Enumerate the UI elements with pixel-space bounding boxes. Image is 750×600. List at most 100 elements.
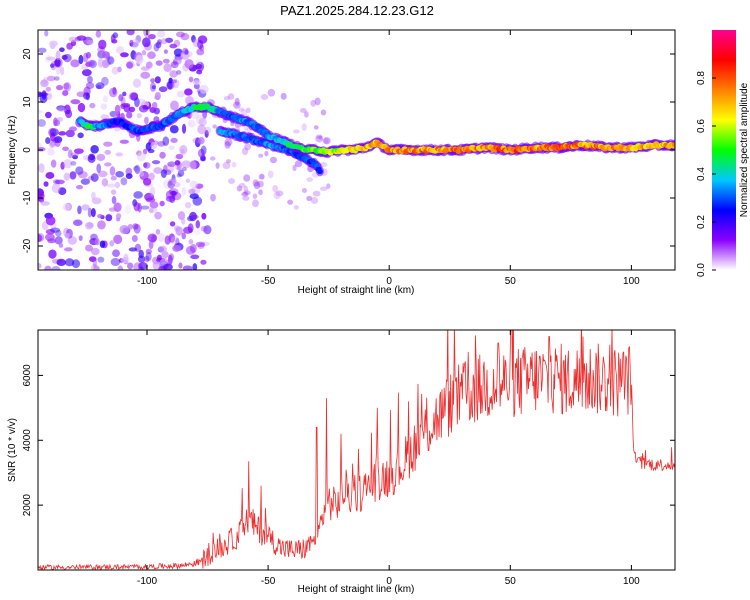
spectrogram-noise-cell xyxy=(260,173,265,180)
spectrogram-noise-cell xyxy=(157,30,166,38)
spectrogram-noise-cell xyxy=(195,241,206,248)
spectrogram-noise-cell xyxy=(176,69,182,75)
spectrogram-noise-cell xyxy=(243,190,251,196)
spectrogram-noise-cell xyxy=(77,132,84,139)
spectrogram-noise-cell xyxy=(70,59,80,68)
spectrogram-noise-cell xyxy=(58,242,64,248)
spectrogram-noise-cell xyxy=(96,163,102,174)
spectrogram-noise-cell xyxy=(280,92,287,100)
spectrogram-noise-cell xyxy=(106,183,116,188)
figure-title: PAZ1.2025.284.12.23.G12 xyxy=(280,3,434,18)
spectrogram-noise-cell xyxy=(306,195,313,201)
spectrogram-noise-cell xyxy=(78,235,83,241)
spectrogram-noise-cell xyxy=(196,48,205,56)
spectrogram-noise-cell xyxy=(153,167,163,174)
spectrogram-noise-cell xyxy=(292,164,297,172)
spectrogram-noise-cell xyxy=(159,151,166,159)
spectrogram-noise-cell xyxy=(180,32,190,41)
spectrogram-noise-cell xyxy=(64,247,73,252)
spectrogram-noise-cell xyxy=(139,170,149,181)
spectrogram-noise-cell xyxy=(312,190,321,197)
spectrogram-noise-cell xyxy=(195,183,204,189)
spectrogram-noise-cell xyxy=(293,205,299,210)
spectrogram-noise-cell xyxy=(121,102,131,108)
spectrogram-noise-cell xyxy=(101,76,109,86)
spectrogram-noise-cell xyxy=(198,117,207,127)
spectrogram-noise-cell xyxy=(129,39,134,47)
spectrogram-noise-cell xyxy=(238,183,246,188)
spectrogram-noise-cell xyxy=(149,82,157,92)
spectrogram-noise-cell xyxy=(200,145,207,156)
spectrogram-noise-cell xyxy=(181,186,186,196)
spectrogram-noise-cell xyxy=(145,251,152,262)
spectrogram-noise-cell xyxy=(142,178,152,186)
spectrogram-noise-cell xyxy=(78,54,84,65)
ridge-cell xyxy=(672,142,675,148)
y-tick-label: 10 xyxy=(22,96,33,108)
spectrogram-y-ticks: -20 -10 0 10 20 xyxy=(22,48,675,253)
spectrogram-noise-cell xyxy=(91,191,96,200)
spectrogram-noise-cell xyxy=(47,238,56,244)
y-tick-label: -20 xyxy=(22,238,33,253)
spectrogram-noise-cell xyxy=(138,262,148,270)
spectrogram-noise-cell xyxy=(101,59,110,69)
spectrogram-noise-cell xyxy=(158,86,168,93)
spectrogram-noise-cell xyxy=(143,30,150,37)
spectrogram-noise-cell xyxy=(40,79,48,85)
spectrogram-noise-cell xyxy=(252,199,259,208)
spectrogram-noise-cell xyxy=(260,94,269,100)
spectrogram-noise-cell xyxy=(195,220,201,229)
spectrogram-noise-cell xyxy=(181,123,187,134)
spectrogram-noise-cell xyxy=(222,161,231,170)
spectrogram-noise-cell xyxy=(107,56,115,65)
spectrogram-noise-cell xyxy=(51,183,61,193)
spectrogram-noise-cell xyxy=(118,94,124,102)
spectrogram-noise-cell xyxy=(114,181,121,189)
spectrogram-noise-cell xyxy=(149,186,156,197)
spectrogram-noise-cell xyxy=(55,84,64,91)
spectrogram-noise-cell xyxy=(144,255,150,263)
y-tick-label: 2000 xyxy=(22,494,33,517)
spectrogram-noise-cell xyxy=(70,161,77,166)
spectrogram-noise-cell xyxy=(243,185,249,194)
spectrogram-noise-cell xyxy=(150,141,158,149)
spectrogram-noise-cell xyxy=(40,79,49,88)
spectrogram-noise-cell xyxy=(76,185,83,190)
spectrogram-noise-cell xyxy=(39,94,48,104)
spectrogram-noise-cell xyxy=(177,169,185,177)
spectrogram-noise-cell xyxy=(80,178,90,185)
spectrogram-noise-cell xyxy=(267,88,276,97)
colorbar-tick-label: 0.6 xyxy=(696,119,707,133)
spectrogram-noise-cell xyxy=(128,247,138,252)
spectrogram-x-axis-label: Height of straight line (km) xyxy=(298,285,415,296)
spectrogram-noise-cell xyxy=(124,204,132,215)
spectrogram-noise-cell xyxy=(125,167,133,176)
spectrogram-noise-cell xyxy=(90,145,99,154)
spectrogram-noise-cell xyxy=(64,232,70,239)
spectrogram-noise-cell xyxy=(264,150,269,157)
spectrogram-noise-cell xyxy=(184,201,192,209)
spectrogram-noise-cell xyxy=(131,234,138,242)
spectrogram-noise-cell xyxy=(63,172,71,181)
spectrogram-noise-cell xyxy=(50,63,55,68)
spectrogram-noise-cell xyxy=(87,75,93,84)
spectrogram-noise-cell xyxy=(63,82,70,90)
spectrogram-noise-cell xyxy=(108,87,118,98)
snr-y-axis-label: SNR (10 * v/v) xyxy=(7,418,18,482)
spectrogram-noise-cell xyxy=(88,256,97,262)
spectrogram-noise-cell xyxy=(197,39,204,50)
spectrogram-noise-cell xyxy=(326,183,331,189)
spectrogram-noise-cell xyxy=(188,76,194,83)
spectrogram-noise-cell xyxy=(172,78,180,89)
spectrogram-noise-cell xyxy=(313,125,319,130)
spectrogram-noise-cell xyxy=(300,107,307,114)
snr-x-axis-label: Height of straight line (km) xyxy=(298,584,415,595)
spectrogram-noise-cell xyxy=(140,205,150,210)
spectrogram-noise-cell xyxy=(244,143,251,151)
spectrogram-noise-cell xyxy=(154,76,161,84)
colorbar-label: Normalized spectral amplitude xyxy=(739,82,750,217)
spectrogram-noise-cell xyxy=(72,154,79,160)
spectrogram-noise-cell xyxy=(38,142,42,148)
spectrogram-noise-cell xyxy=(115,152,123,157)
spectrogram-noise-cell xyxy=(156,254,162,261)
